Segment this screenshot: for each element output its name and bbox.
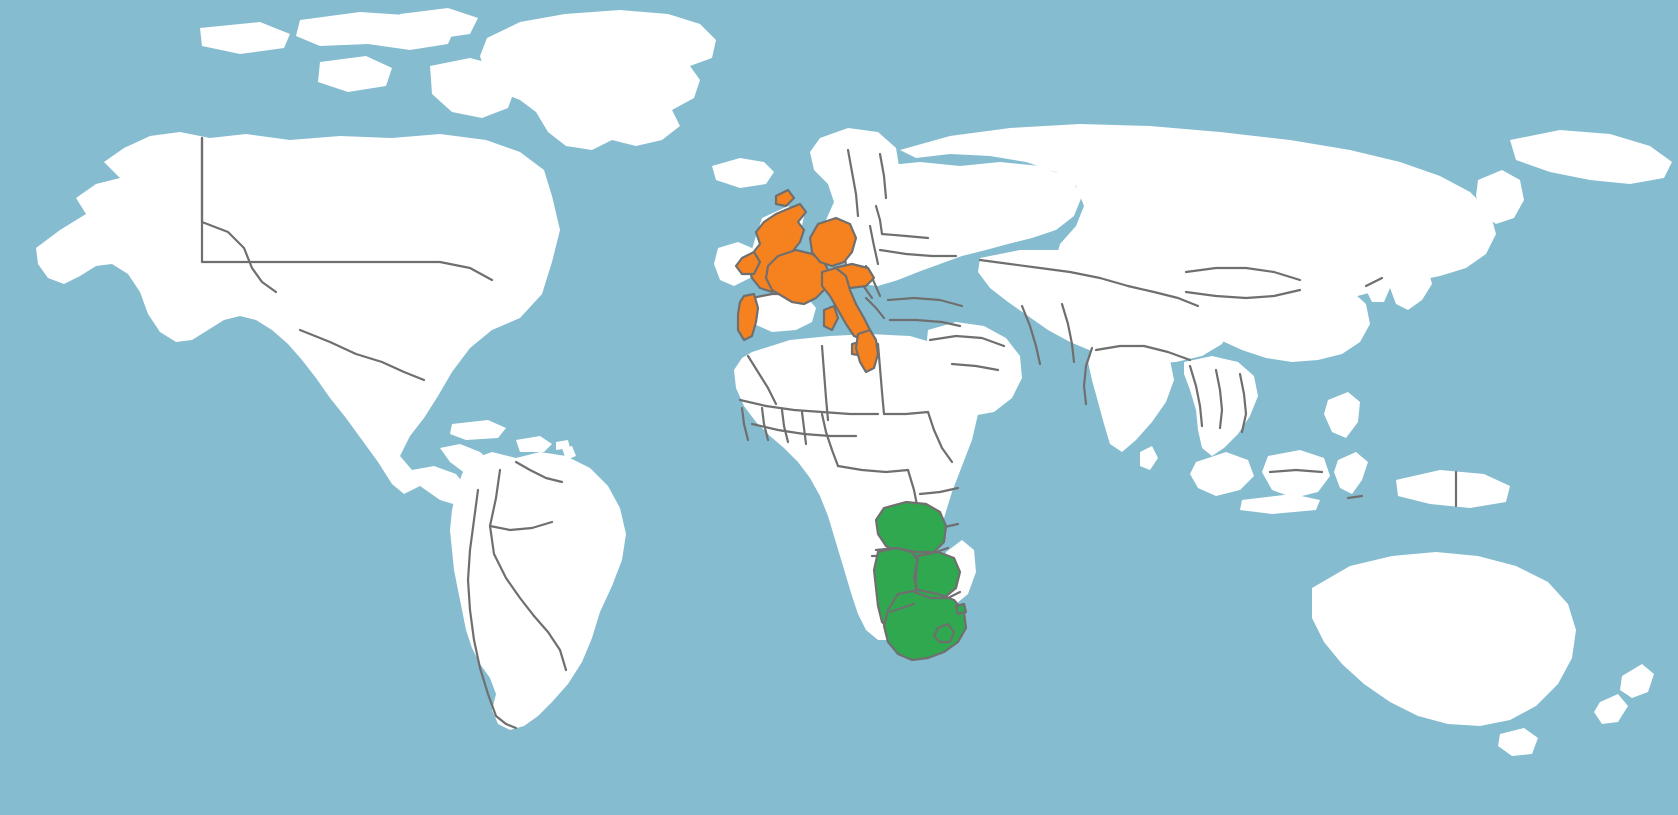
border-libya-egypt: [876, 342, 886, 416]
border-alaska-canada: [200, 136, 278, 294]
border-greece: [864, 296, 886, 320]
border-poland-east: [868, 224, 880, 266]
border-borneo-split: [1268, 468, 1324, 474]
highlight-group-southern-africa[interactable]: [872, 500, 968, 662]
border-myanmar: [1188, 364, 1204, 428]
landmass-sulawesi: [1334, 452, 1368, 494]
border-russia-kazakhstan: [978, 258, 1130, 288]
highlighted-country-uk-northern-ireland[interactable]: [734, 250, 762, 276]
landmass-japan-north: [1418, 232, 1452, 262]
landmass-philippines: [1324, 392, 1360, 438]
border-sahel-1: [738, 398, 880, 416]
landmass-central-asia: [978, 250, 1232, 364]
border-russia-mongolia: [1184, 266, 1302, 282]
border-scandinavia: [846, 148, 860, 218]
highlighted-country-italy-sardinia[interactable]: [822, 304, 840, 332]
border-baltic: [874, 204, 884, 236]
border-colombia-venezuela: [514, 460, 564, 484]
landmass-lesotho-enclave: [932, 622, 956, 644]
landmass-india: [1088, 340, 1174, 452]
border-arabia-1: [928, 334, 1006, 348]
border-west-africa-2: [760, 406, 770, 442]
border-finland-russia: [878, 152, 888, 200]
border-andes: [466, 488, 498, 718]
border-timor: [1346, 494, 1364, 500]
landmass-china: [1184, 262, 1370, 362]
border-sudan-ethiopia: [926, 410, 954, 464]
border-egypt-sudan: [882, 410, 930, 416]
landmass-australia: [1312, 552, 1576, 726]
border-brazil-west: [488, 468, 536, 618]
landmass-chukotka: [1510, 130, 1672, 184]
highlight-group-europe-north-africa[interactable]: [734, 188, 880, 374]
border-china-india: [1094, 344, 1192, 362]
border-kenya-tanzania: [918, 486, 960, 496]
border-belarus: [880, 232, 930, 240]
border-turkey-south: [888, 318, 962, 328]
border-usa-mexico: [298, 328, 426, 382]
southern-africa-internal-borders: [874, 546, 962, 614]
border-west-africa-3: [780, 408, 790, 444]
border-kazakhstan-china: [1126, 284, 1200, 308]
landmass-new-zealand: [1620, 664, 1654, 698]
landmass-hispaniola: [516, 436, 552, 452]
landmass-java: [1240, 494, 1320, 514]
border-brazil-south: [532, 614, 568, 672]
landmass-eswatini-enclave: [954, 602, 968, 616]
border-iran-1: [1020, 304, 1042, 366]
landmass-sumatra: [1190, 452, 1254, 496]
landmass-baffin: [430, 58, 516, 118]
border-namibia-botswana: [914, 554, 920, 594]
border-ukraine: [878, 248, 958, 258]
landmass-sri-lanka: [1140, 446, 1158, 470]
landmass-arctic-islands-2: [200, 22, 290, 54]
border-west-africa-1: [740, 406, 750, 442]
highlighted-country-germany[interactable]: [808, 216, 858, 268]
landmass-tasmania: [1498, 728, 1538, 756]
border-botswana-south-africa: [912, 590, 962, 600]
border-india-pakistan: [1082, 346, 1094, 406]
landmass-new-zealand-south: [1594, 694, 1628, 724]
landmass-japan: [1390, 262, 1432, 310]
highlighted-country-tunisia[interactable]: [854, 328, 880, 374]
border-korea-china: [1364, 276, 1384, 288]
border-vietnam: [1238, 372, 1248, 434]
border-argentina-chile: [494, 714, 518, 730]
landmass-layer: [36, 8, 1672, 756]
border-thailand: [1214, 368, 1224, 430]
border-usa-canada: [200, 136, 494, 282]
border-mongolia-china: [1184, 288, 1302, 300]
landmass-cuba: [450, 420, 506, 440]
border-arabia-2: [950, 362, 1000, 372]
border-drc-north: [836, 464, 910, 474]
border-namibia-south-africa: [888, 602, 916, 614]
highlighted-country-uk-scotland-isles[interactable]: [774, 188, 796, 208]
landmass-europe-east: [834, 162, 1082, 286]
border-west-africa-4: [800, 410, 808, 446]
border-turkey-north: [886, 296, 964, 308]
border-morocco-algeria: [746, 354, 778, 406]
border-nigeria-cameroon: [820, 412, 840, 468]
landmass-north-america: [36, 132, 560, 506]
landmass-south-america: [450, 452, 626, 730]
landmass-victoria-island: [318, 56, 392, 92]
landmass-ellesmere: [398, 8, 478, 40]
border-algeria-libya: [820, 344, 830, 422]
border-iran-2: [1060, 302, 1076, 364]
border-angola-namibia: [874, 546, 950, 554]
highlighted-country-portugal[interactable]: [736, 292, 760, 342]
landmass-russia-siberia: [900, 124, 1496, 302]
landmass-greenland: [480, 10, 716, 150]
landmass-puerto-rico: [556, 440, 570, 450]
landmass-borneo: [1262, 450, 1330, 498]
landmass-new-guinea: [1396, 470, 1510, 508]
landmass-iceland: [712, 158, 774, 188]
border-peru-brazil: [488, 520, 554, 532]
border-layer: [200, 136, 1458, 730]
landmass-kamchatka: [1476, 170, 1524, 224]
